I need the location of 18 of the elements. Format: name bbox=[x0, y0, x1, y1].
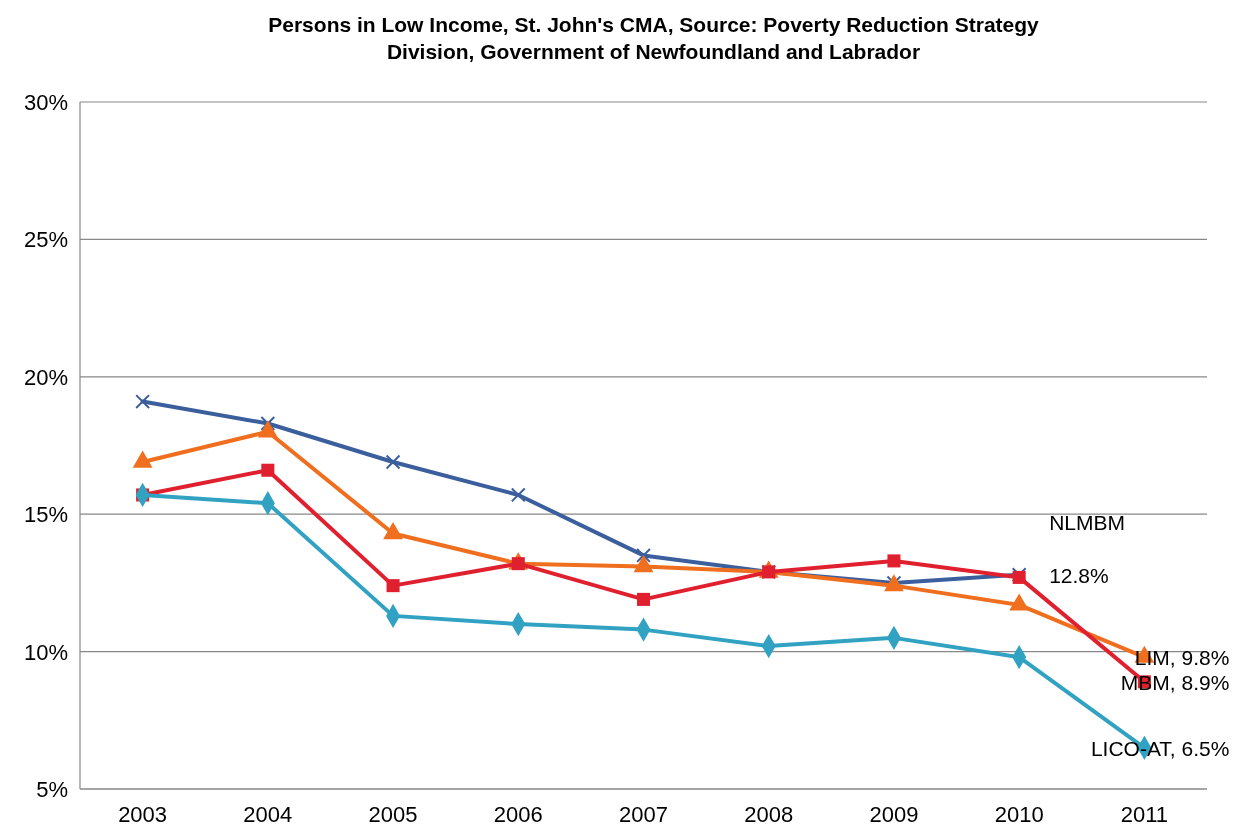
y-tick-label: 20% bbox=[23, 364, 68, 390]
y-tick-label: 30% bbox=[23, 90, 68, 115]
x-tick-label: 2004 bbox=[243, 802, 293, 827]
x-tick-label: 2003 bbox=[118, 802, 168, 827]
x-tick-label: 2005 bbox=[368, 802, 418, 827]
series-label: NLMBM bbox=[1049, 510, 1126, 534]
x-tick-label: 2008 bbox=[744, 802, 794, 827]
chart-title: Persons in Low Income, St. John's CMA, Source: Poverty Reduction Strategy Division, Government of Newfoundland and Labrador bbox=[268, 13, 1040, 63]
data-label: 12.8% bbox=[1049, 563, 1109, 587]
y-tick-label: 10% bbox=[23, 639, 68, 665]
x-tick-label: 2006 bbox=[493, 802, 543, 827]
y-tick-label: 25% bbox=[23, 227, 68, 253]
x-tick-label: 2007 bbox=[619, 802, 668, 827]
x-tick-label: 2009 bbox=[869, 802, 919, 827]
y-tick-label: 15% bbox=[23, 502, 68, 528]
x-tick-label: 2011 bbox=[1120, 802, 1169, 827]
y-tick-label: 5% bbox=[36, 777, 68, 802]
x-tick-label: 2010 bbox=[994, 802, 1044, 827]
